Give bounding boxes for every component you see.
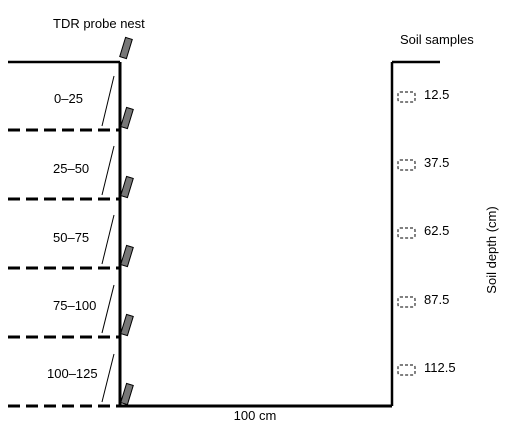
probe-leader-line (101, 353, 115, 403)
probe-marker (120, 313, 134, 337)
probe-marker (120, 106, 134, 130)
probe-marker (120, 244, 134, 268)
sample-depth-label: 87.5 (424, 292, 449, 307)
probe-marker (120, 175, 134, 199)
depth-range-label: 50–75 (53, 230, 89, 245)
soil-sample-container (397, 296, 416, 308)
soil-samples-title: Soil samples (400, 32, 474, 47)
soil-depth-axis-label: Soil depth (cm) (484, 206, 499, 293)
pit-width-label: 100 cm (234, 408, 277, 423)
depth-range-label: 100–125 (47, 366, 98, 381)
probe-leader-line (101, 75, 115, 127)
depth-range-label: 0–25 (54, 91, 83, 106)
probe-marker-top (119, 36, 133, 60)
sample-depth-label: 62.5 (424, 223, 449, 238)
probe-leader-line (101, 284, 115, 334)
probe-leader-line (101, 214, 115, 265)
depth-range-label: 25–50 (53, 161, 89, 176)
soil-sample-container (397, 91, 416, 103)
sample-depth-label: 12.5 (424, 87, 449, 102)
sample-depth-label: 37.5 (424, 155, 449, 170)
probe-nest-title: TDR probe nest (53, 16, 145, 31)
probe-marker (120, 382, 134, 406)
soil-sample-container (397, 159, 416, 171)
soil-sample-container (397, 227, 416, 239)
sample-depth-label: 112.5 (424, 360, 456, 375)
soil-sample-container (397, 364, 416, 376)
probe-leader-line (101, 145, 115, 196)
depth-range-label: 75–100 (53, 298, 96, 313)
